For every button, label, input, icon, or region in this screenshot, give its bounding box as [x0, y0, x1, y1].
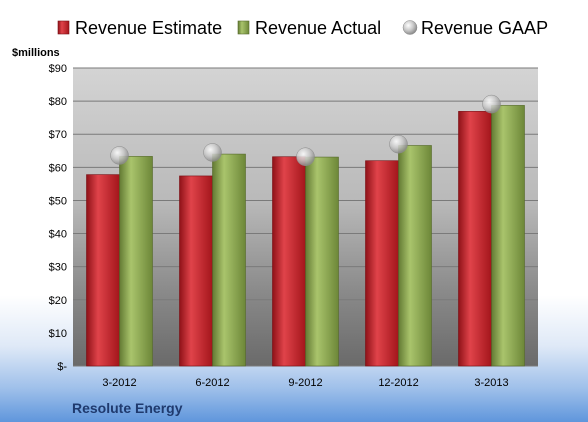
y-tick-label: $80	[49, 96, 67, 108]
y-tick-label: $50	[49, 195, 67, 207]
bars	[86, 105, 525, 367]
bar-revenue-estimate	[86, 174, 120, 367]
bar-revenue-estimate	[458, 111, 492, 367]
y-tick-label: $10	[49, 328, 67, 340]
bar-revenue-actual	[398, 145, 432, 367]
y-axis-ticks: $- $10 $20 $30 $40 $50 $60 $70 $80 $90	[49, 63, 68, 373]
y-tick-label: $40	[49, 229, 67, 241]
legend-swatch-gaap	[402, 20, 418, 35]
bar-revenue-estimate	[365, 160, 399, 367]
bar-revenue-actual	[212, 153, 246, 367]
marker-revenue-gaap	[203, 143, 222, 162]
marker-revenue-gaap	[110, 146, 129, 165]
bar-revenue-actual	[119, 156, 153, 367]
x-axis-ticks: 3-2012 6-2012 9-2012 12-2012 3-2013	[102, 377, 508, 389]
bar-revenue-actual	[305, 156, 339, 367]
bar-revenue-estimate	[272, 156, 306, 367]
y-tick-label: $70	[49, 129, 67, 141]
bar-revenue-actual	[491, 105, 525, 367]
legend-label: Revenue GAAP	[421, 18, 548, 38]
x-tick-label: 12-2012	[378, 377, 418, 389]
bar-revenue-estimate	[179, 175, 213, 367]
y-tick-label: $90	[49, 63, 67, 75]
marker-revenue-gaap	[296, 147, 315, 166]
legend-label: Revenue Estimate	[75, 18, 222, 38]
marker-revenue-gaap	[389, 134, 408, 154]
x-tick-label: 6-2012	[195, 377, 229, 389]
y-tick-label: $60	[49, 162, 67, 174]
y-tick-label: $20	[49, 295, 67, 307]
gaap-markers	[110, 94, 501, 166]
x-tick-label: 3-2012	[102, 377, 136, 389]
legend: Revenue Estimate Revenue Actual Revenue GA…	[57, 18, 548, 38]
x-tick-label: 3-2013	[474, 377, 508, 389]
marker-revenue-gaap	[482, 94, 501, 114]
legend-label: Revenue Actual	[255, 18, 381, 38]
y-tick-label: $30	[49, 262, 67, 274]
y-tick-label: $-	[57, 361, 67, 373]
y-axis-unit-label: $millions	[12, 47, 60, 59]
company-label: Resolute Energy	[72, 400, 183, 416]
x-tick-label: 9-2012	[288, 377, 322, 389]
legend-swatch-actual	[237, 20, 250, 35]
legend-swatch-estimate	[57, 20, 70, 35]
